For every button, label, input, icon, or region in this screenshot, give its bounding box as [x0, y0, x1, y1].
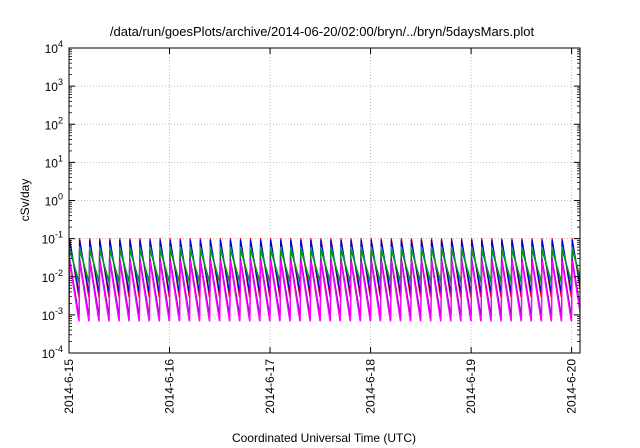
x-tick-label: 2014-6-16: [163, 359, 177, 414]
chart-title: /data/run/goesPlots/archive/2014-06-20/0…: [110, 24, 535, 39]
x-tick-label: 2014-6-20: [565, 359, 579, 414]
x-tick-label: 2014-6-18: [364, 359, 378, 414]
series-line: [69, 260, 580, 322]
y-axis-label: cSv/day: [18, 179, 32, 222]
y-tick-label: 10-3: [42, 306, 63, 323]
y-tick-label: 10-1: [42, 230, 63, 247]
y-axis: 10-4 10-3 10-2 10-1 100 101 102 103 104: [42, 39, 580, 361]
x-tick-label: 2014-6-17: [263, 359, 277, 414]
grid: [68, 48, 580, 353]
y-tick-label: 104: [45, 39, 63, 56]
x-axis-label: Coordinated Universal Time (UTC): [232, 431, 416, 445]
y-tick-label: 10-2: [42, 268, 63, 285]
y-tick-label: 100: [45, 192, 63, 209]
series-group: [69, 237, 580, 322]
y-tick-label: 10-4: [42, 344, 63, 361]
x-tick-label: 2014-6-19: [464, 359, 478, 414]
y-tick-label: 103: [45, 77, 63, 94]
y-tick-label: 101: [45, 153, 63, 170]
x-axis: 2014-6-15 2014-6-16 2014-6-17 2014-6-18 2014…: [62, 48, 579, 414]
x-tick-label: 2014-6-15: [62, 359, 76, 414]
y-tick-label: 102: [45, 115, 63, 132]
